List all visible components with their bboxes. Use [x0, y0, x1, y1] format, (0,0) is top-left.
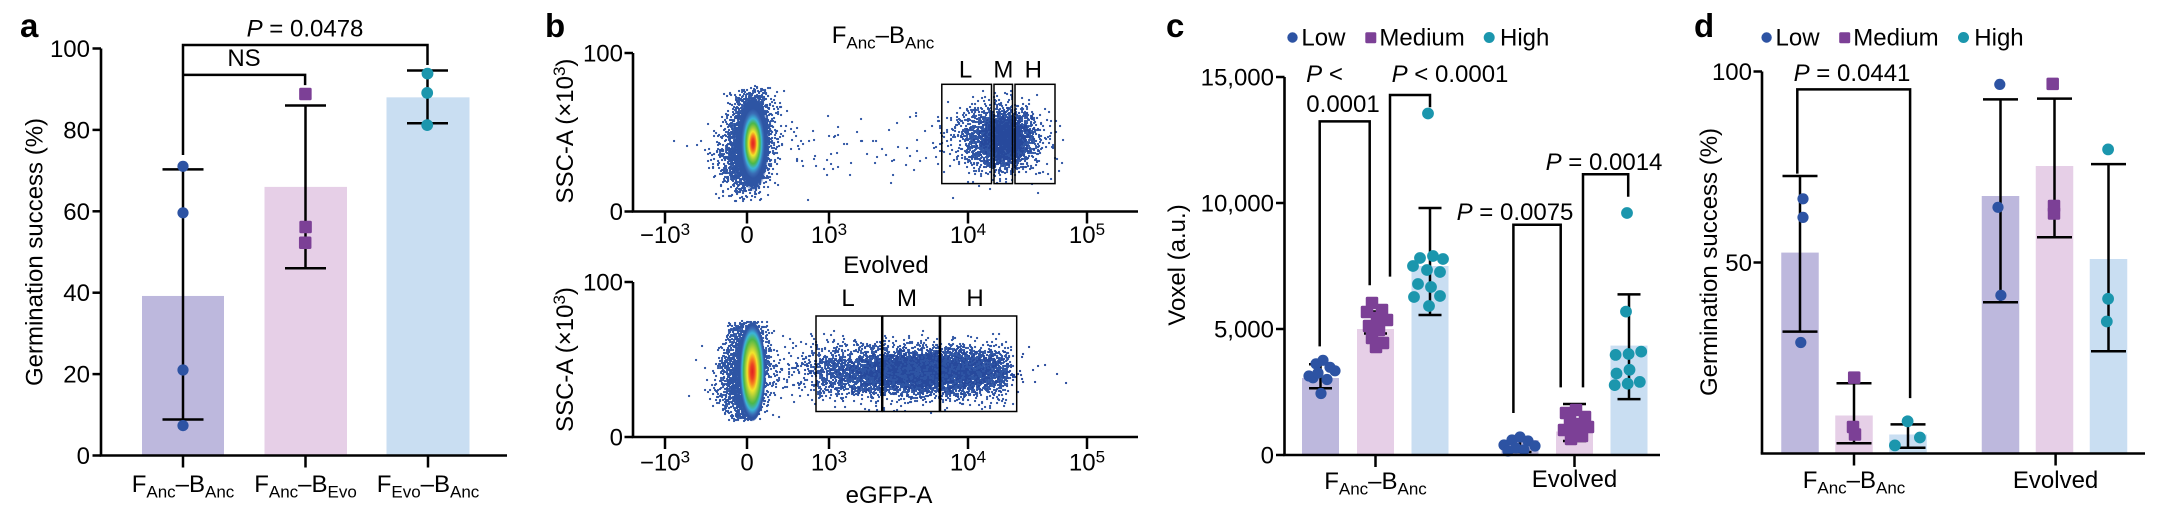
svg-text:L: L — [959, 57, 972, 84]
svg-text:H: H — [966, 285, 983, 312]
svg-text:FAnc​–BAnc​: FAnc​–BAnc​ — [1803, 467, 1906, 498]
svg-text:0: 0 — [740, 222, 753, 249]
svg-text:a: a — [20, 7, 39, 44]
svg-text:P = 0.0441: P = 0.0441 — [1794, 60, 1911, 87]
svg-text:d: d — [1694, 7, 1714, 44]
svg-text:SSC-A (×103​): SSC-A (×103​) — [550, 59, 579, 204]
svg-text:60: 60 — [63, 199, 90, 226]
svg-text:Germination success (%): Germination success (%) — [22, 118, 49, 386]
svg-text:Low: Low — [1301, 25, 1346, 52]
svg-text:SSC-A (×103​): SSC-A (×103​) — [550, 287, 579, 432]
svg-text:High: High — [1974, 25, 2023, 52]
svg-text:0.0001: 0.0001 — [1306, 91, 1379, 118]
svg-text:0: 0 — [610, 199, 623, 226]
svg-text:15,000: 15,000 — [1201, 65, 1274, 92]
svg-text:10,000: 10,000 — [1201, 191, 1274, 218]
svg-text:105​: 105​ — [1069, 220, 1105, 249]
svg-text:0: 0 — [610, 425, 623, 452]
svg-text:103​: 103​ — [811, 448, 847, 477]
svg-text:−103​: −103​ — [640, 220, 690, 249]
svg-text:100: 100 — [50, 36, 90, 63]
svg-text:Evolved: Evolved — [843, 252, 928, 279]
svg-text:Evolved: Evolved — [1532, 466, 1617, 493]
svg-text:L: L — [841, 285, 854, 312]
svg-text:M: M — [897, 285, 917, 312]
svg-text:b: b — [545, 7, 565, 44]
svg-text:eGFP-A: eGFP-A — [846, 482, 933, 509]
svg-text:P = 0.0478: P = 0.0478 — [247, 16, 364, 43]
svg-text:FEvo​–BAnc​: FEvo​–BAnc​ — [377, 471, 480, 502]
svg-text:Germination success (%): Germination success (%) — [1696, 128, 1723, 396]
svg-text:−103​: −103​ — [640, 448, 690, 477]
svg-text:M: M — [993, 57, 1013, 84]
svg-text:Low: Low — [1776, 25, 1821, 52]
svg-text:Medium: Medium — [1379, 25, 1464, 52]
svg-text:Evolved: Evolved — [2013, 467, 2098, 494]
svg-text:P <: P < — [1306, 61, 1343, 88]
svg-text:Voxel (a.u.): Voxel (a.u.) — [1164, 204, 1191, 325]
svg-text:FAnc​–BEvo​: FAnc​–BEvo​ — [254, 471, 357, 502]
svg-text:100: 100 — [1712, 59, 1752, 86]
svg-text:5,000: 5,000 — [1214, 317, 1274, 344]
svg-text:104​: 104​ — [950, 448, 986, 477]
svg-text:0: 0 — [77, 443, 90, 470]
svg-text:H: H — [1025, 57, 1042, 84]
svg-text:High: High — [1500, 25, 1549, 52]
svg-text:P = 0.0014: P = 0.0014 — [1546, 149, 1663, 176]
svg-text:100: 100 — [583, 270, 623, 297]
svg-text:P = 0.0075: P = 0.0075 — [1457, 199, 1574, 226]
svg-text:80: 80 — [63, 117, 90, 144]
svg-text:105​: 105​ — [1069, 448, 1105, 477]
svg-text:P < 0.0001: P < 0.0001 — [1392, 61, 1509, 88]
svg-text:FAnc​–BAnc​: FAnc​–BAnc​ — [832, 22, 935, 53]
svg-text:50: 50 — [1725, 250, 1752, 277]
svg-text:NS: NS — [227, 45, 260, 72]
svg-text:0: 0 — [1261, 443, 1274, 470]
svg-text:40: 40 — [63, 280, 90, 307]
svg-text:103​: 103​ — [811, 220, 847, 249]
svg-text:100: 100 — [583, 41, 623, 68]
svg-text:20: 20 — [63, 362, 90, 389]
svg-text:0: 0 — [740, 450, 753, 477]
svg-text:Medium: Medium — [1853, 25, 1938, 52]
svg-text:c: c — [1166, 7, 1184, 44]
svg-text:FAnc​–BAnc​: FAnc​–BAnc​ — [1324, 468, 1427, 499]
svg-text:FAnc​–BAnc​: FAnc​–BAnc​ — [132, 471, 235, 502]
svg-text:104​: 104​ — [950, 220, 986, 249]
